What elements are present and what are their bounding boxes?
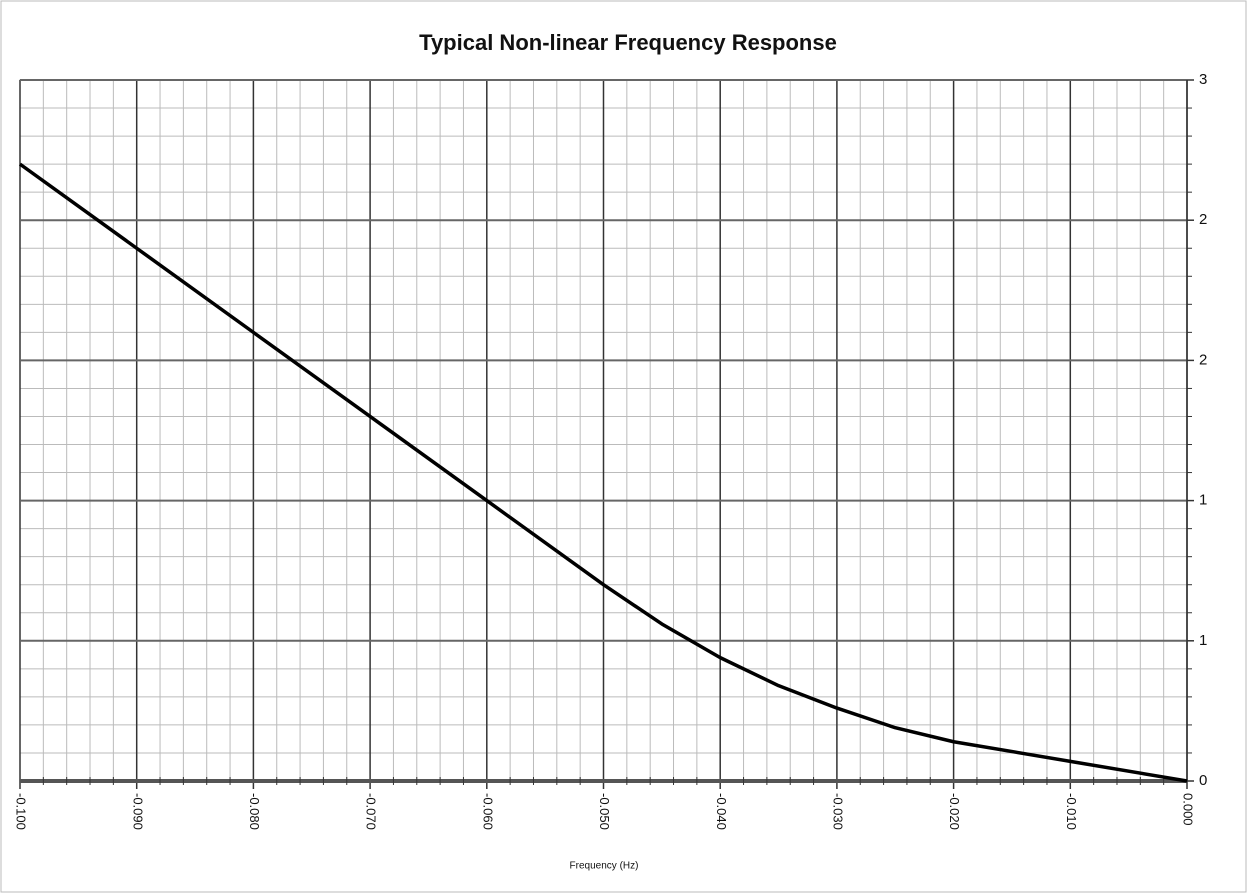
x-tick-label: -0.060 (480, 793, 495, 830)
x-tick-label: -0.040 (714, 793, 729, 830)
y-tick-label: 2 (1199, 351, 1207, 368)
x-tick-label: -0.030 (830, 793, 845, 830)
y-tick-label: 3 (1199, 71, 1207, 88)
y-tick-label: 1 (1199, 632, 1207, 649)
x-axis-label: Frequency (Hz) (570, 861, 639, 872)
x-tick-label: -0.080 (247, 793, 262, 830)
data-line (18, 162, 1188, 783)
y-tick-label: 1 (1199, 492, 1207, 509)
x-tick-label: -0.090 (130, 793, 145, 830)
chart-title: Typical Non-linear Frequency Response (419, 30, 837, 55)
y-tick-label: 2 (1199, 211, 1207, 228)
x-tick-label: -0.010 (1064, 793, 1079, 830)
x-tick-label: -0.050 (597, 793, 612, 830)
x-tick-label: -0.100 (14, 793, 29, 830)
y-tick-label: 0 (1199, 772, 1207, 789)
x-tick-label: -0.020 (947, 793, 962, 830)
x-tick-label: -0.070 (364, 793, 379, 830)
x-tick-label: 0.000 (1181, 793, 1196, 826)
